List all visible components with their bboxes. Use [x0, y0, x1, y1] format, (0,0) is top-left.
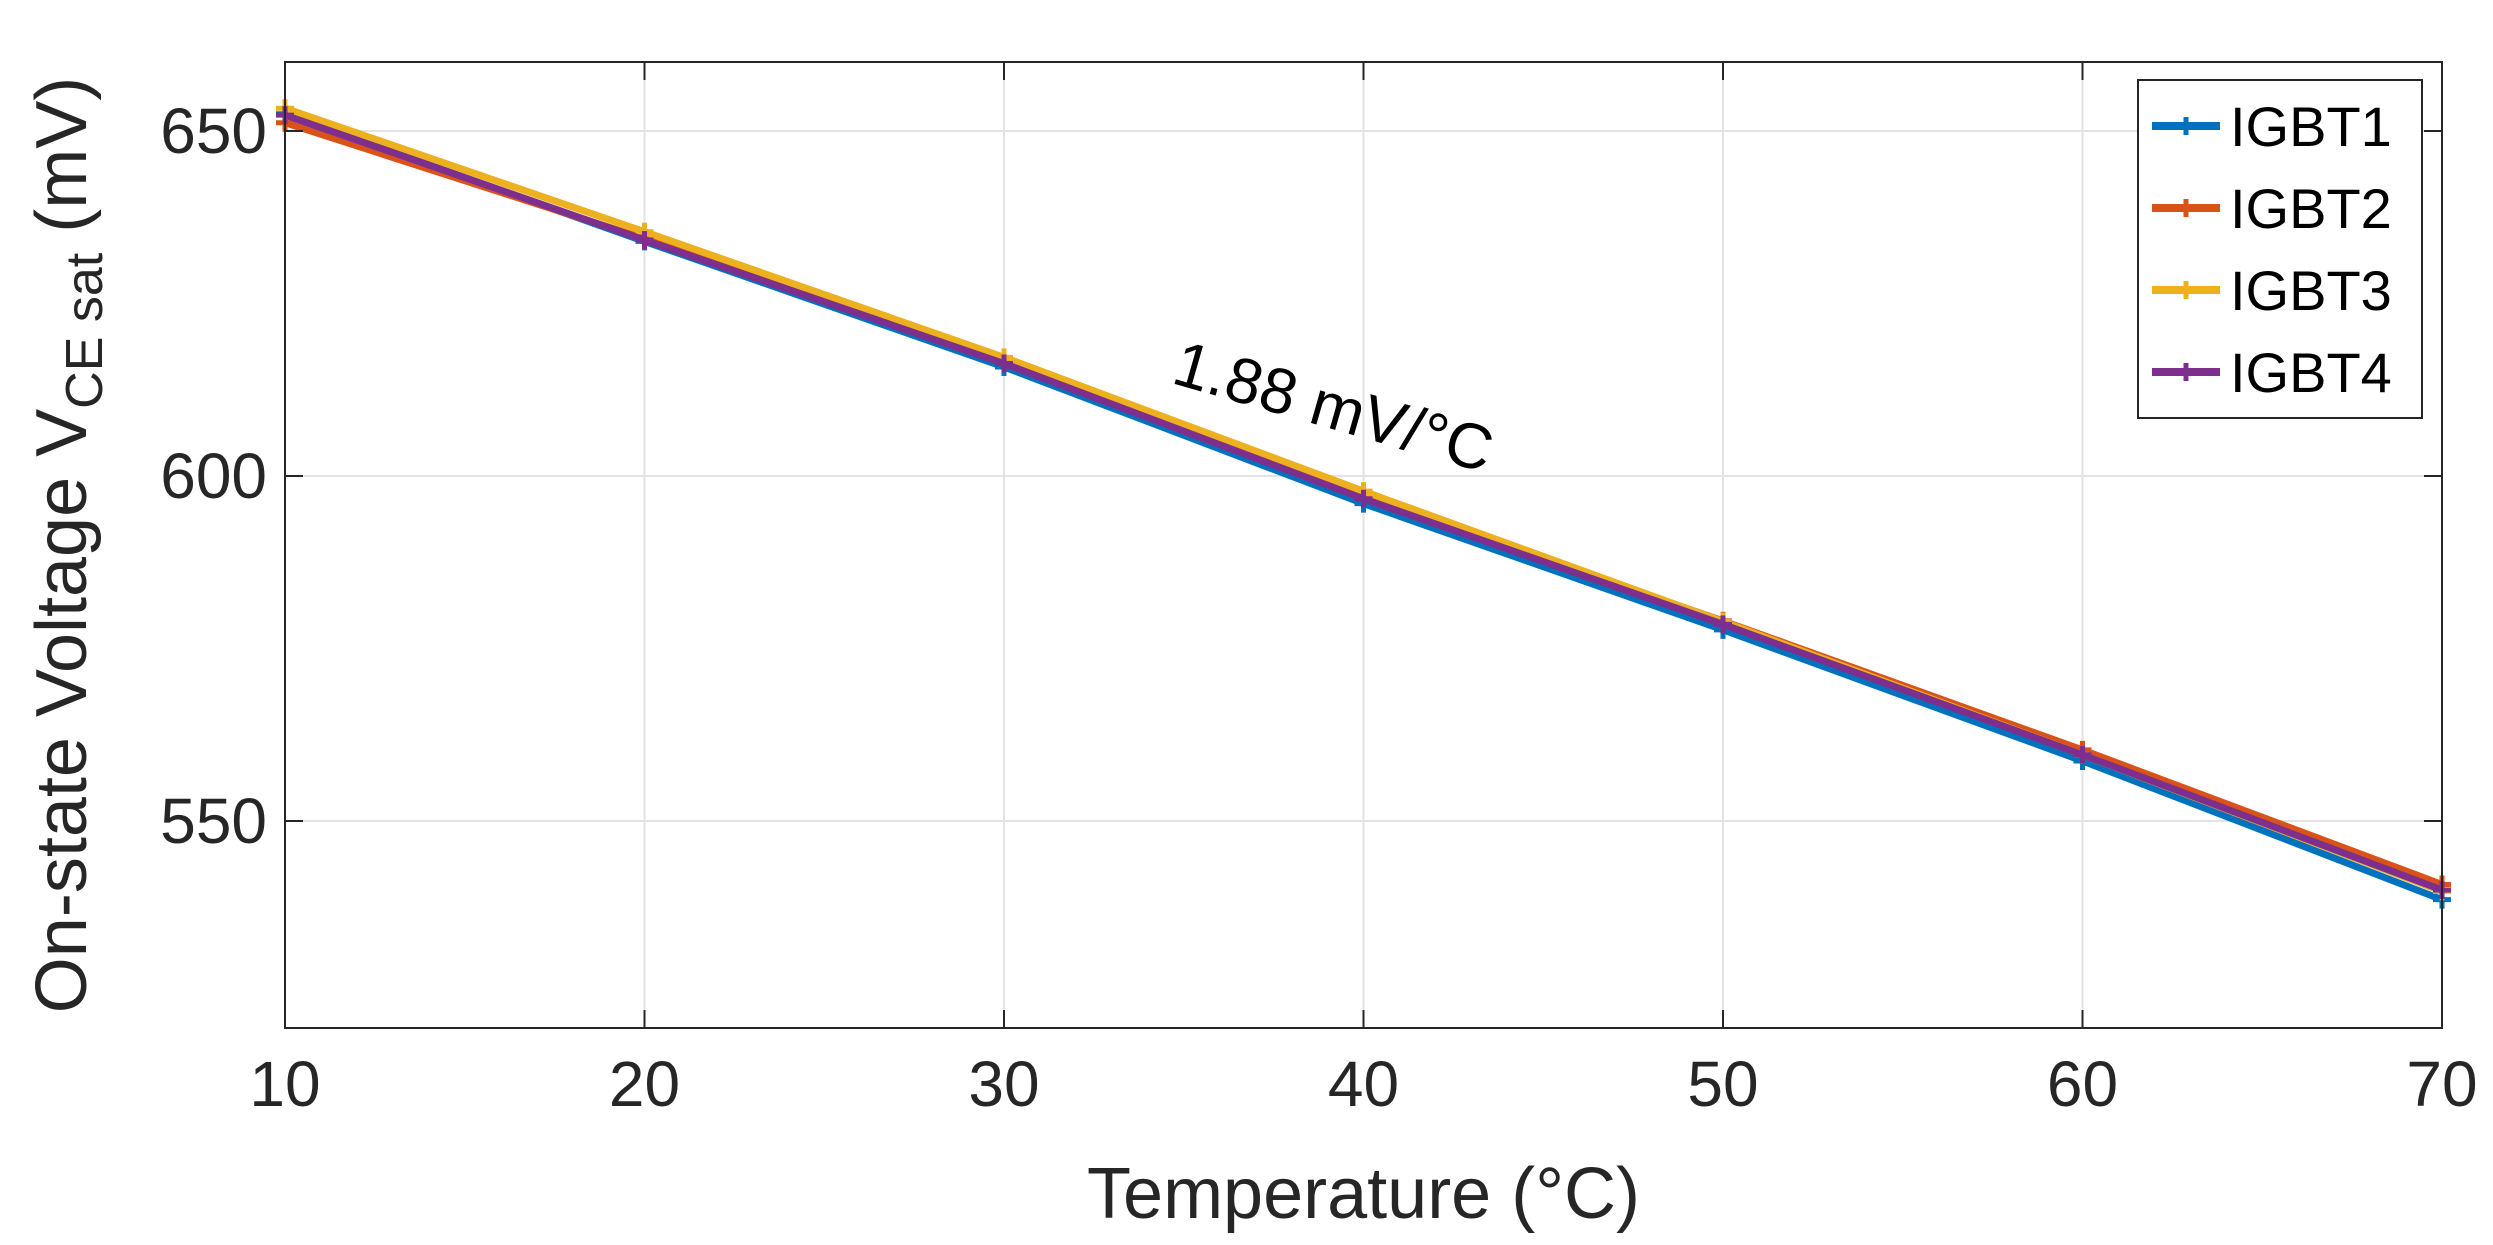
x-tick-label: 20 — [609, 1048, 680, 1120]
y-axis-title-unit: (mV) — [22, 77, 102, 253]
legend-label: IGBT1 — [2230, 95, 2392, 158]
y-axis-title: On-state Voltage VCE sat (mV) — [22, 77, 114, 1013]
x-tick-label: 40 — [1328, 1048, 1399, 1120]
legend-label: IGBT4 — [2230, 341, 2392, 404]
legend-marker — [2177, 199, 2195, 217]
data-point — [635, 231, 654, 250]
y-tick-label: 650 — [160, 95, 267, 167]
legend-item: IGBT1 — [2152, 95, 2392, 158]
legend-marker — [2177, 281, 2195, 299]
legend-item: IGBT3 — [2152, 259, 2392, 322]
series-igbt4 — [276, 106, 2451, 899]
y-tick-label: 600 — [160, 440, 267, 512]
legend-label: IGBT2 — [2230, 177, 2392, 240]
x-tick-label: 10 — [249, 1048, 320, 1120]
x-tick-label: 50 — [1687, 1048, 1758, 1120]
x-tick-label: 70 — [2406, 1048, 2477, 1120]
x-axis-title: Temperature (°C) — [1087, 1154, 1640, 1234]
data-point — [1714, 615, 1732, 634]
legend-item: IGBT2 — [2152, 177, 2392, 240]
legend-marker — [2177, 117, 2195, 135]
x-tick-label: 60 — [2047, 1048, 2118, 1120]
y-axis-title-subscript: CE sat — [56, 252, 114, 409]
y-axis-title-main: On-state Voltage V — [22, 409, 102, 1013]
data-point — [995, 354, 1013, 373]
y-tick-label: 550 — [160, 785, 267, 857]
data-point — [2073, 745, 2092, 764]
legend: IGBT1 IGBT2 IGBT3 IGBT4 — [2137, 79, 2423, 419]
data-point — [1354, 489, 1373, 508]
legend-item: IGBT4 — [2152, 341, 2392, 404]
legend-marker — [2177, 363, 2195, 381]
legend-box — [2137, 79, 2423, 419]
legend-label: IGBT3 — [2230, 259, 2392, 322]
ticks: 10 20 30 40 50 60 70 550 600 650 — [160, 62, 2478, 1120]
x-tick-label: 30 — [968, 1048, 1039, 1120]
